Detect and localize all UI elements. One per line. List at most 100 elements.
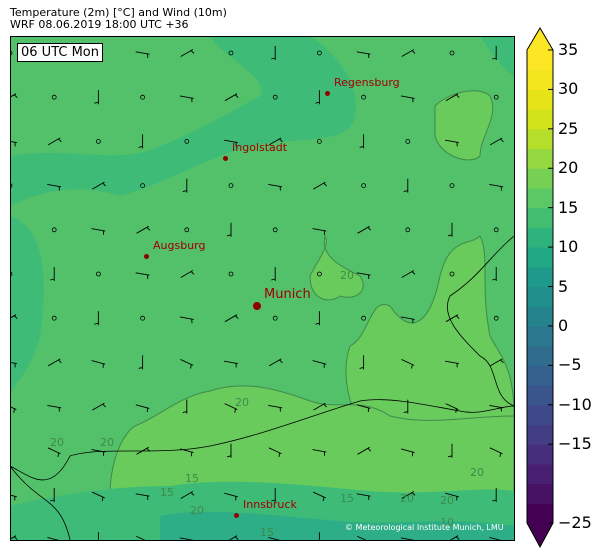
colorbar-band <box>527 247 553 268</box>
warm-region-munich-east <box>309 234 364 301</box>
wind-barb <box>92 402 106 411</box>
copyright: © Meteorological Institute Munich, LMU <box>345 523 504 532</box>
calm-wind-marker <box>449 183 455 189</box>
contour-label: 20 <box>400 492 414 505</box>
wind-barb <box>179 95 194 103</box>
wind-barb <box>91 449 106 456</box>
wind-barb <box>445 93 460 102</box>
border-line <box>10 235 514 540</box>
calm-wind-marker <box>405 139 411 144</box>
wind-barb <box>224 403 238 413</box>
wind-barb <box>94 90 99 105</box>
calm-wind-marker <box>361 94 367 100</box>
calm-wind-marker <box>96 271 101 277</box>
wind-barb <box>445 314 460 323</box>
wind-barb <box>313 181 327 190</box>
wind-barb <box>226 222 232 237</box>
wind-barb <box>356 51 371 59</box>
wind-barb <box>312 228 327 235</box>
colorbar-band <box>527 109 553 130</box>
wind-barb <box>226 443 232 458</box>
wind-barb <box>492 488 497 502</box>
wind-barb <box>271 267 276 281</box>
calm-wind-marker <box>449 271 455 277</box>
wind-barb <box>135 51 150 59</box>
city-marker-innsbruck <box>234 513 239 518</box>
colorbar-band <box>527 345 553 366</box>
colorbar-tick-label: −5 <box>558 355 582 375</box>
colorbar-tick-label: −25 <box>558 513 592 532</box>
wind-barb <box>180 491 195 499</box>
contour-label: 20 <box>470 466 484 479</box>
wind-barb <box>47 358 62 367</box>
contour-label: 20 <box>190 504 204 517</box>
wind-barb <box>489 447 503 458</box>
cool-region-ne <box>480 36 514 76</box>
wind-barb <box>315 90 320 105</box>
calm-wind-marker <box>184 227 190 233</box>
city-label-regensburg: Regensburg <box>334 76 400 89</box>
warm-region-east <box>434 90 494 161</box>
wind-barb <box>489 536 504 540</box>
colorbar-extend-min <box>527 523 553 547</box>
wind-barb <box>268 183 283 191</box>
wind-barb <box>400 316 415 324</box>
contour-label: 10 <box>440 516 454 529</box>
wind-barb <box>10 314 18 323</box>
alpine-cold <box>160 511 514 540</box>
city-label-munich: Munich <box>264 287 311 302</box>
colorbar-band <box>527 444 553 465</box>
wind-barb <box>179 537 194 540</box>
calm-wind-marker <box>10 271 13 277</box>
calm-wind-marker <box>140 94 146 100</box>
city-label-innsbruck: Innsbruck <box>243 498 297 511</box>
wind-barb <box>10 492 17 501</box>
wind-barb <box>445 403 459 413</box>
wind-barb <box>447 222 453 237</box>
city-label-ingolstadt: Ingolstadt <box>232 141 288 154</box>
wind-barb <box>268 358 283 367</box>
colorbar-band <box>527 483 553 504</box>
chart-title: Temperature (2m) [°C] and Wind (10m) <box>10 6 227 19</box>
wind-barb <box>312 449 327 456</box>
wind-barb <box>401 491 416 499</box>
calm-wind-marker <box>184 139 190 144</box>
cool-region <box>10 36 356 206</box>
colorbar-band <box>527 286 553 307</box>
wind-barb <box>182 178 188 193</box>
chart-subtitle: WRF 08.06.2019 18:00 UTC +36 <box>10 18 189 31</box>
wind-barb <box>92 181 106 190</box>
wind-barb <box>492 46 497 60</box>
wind-barb <box>357 225 372 234</box>
wind-barb <box>47 137 62 146</box>
contour-labels: 20 20 15 20 20 15 20 15 20 10 20 20 15 <box>50 269 484 539</box>
colorbar-band <box>527 306 553 327</box>
wind-barb <box>224 139 238 147</box>
wind-barb <box>445 139 459 147</box>
colorbar-tick-label: 0 <box>558 315 569 335</box>
calm-wind-marker <box>449 50 455 56</box>
wind-barb <box>47 536 62 540</box>
wind-barb <box>400 537 415 540</box>
contour-label: 15 <box>185 472 199 485</box>
wind-barb <box>356 272 371 280</box>
calm-wind-marker <box>316 271 322 277</box>
calm-wind-marker <box>361 315 367 321</box>
wind-barb <box>445 535 460 540</box>
city-marker-regensburg <box>325 91 330 96</box>
wind-barb <box>47 183 62 191</box>
wind-barb <box>224 535 239 540</box>
colorbar-extend-max <box>527 28 553 50</box>
calm-wind-marker <box>51 227 57 233</box>
calm-wind-marker <box>361 183 367 189</box>
wind-barb <box>489 137 504 146</box>
wind-barb <box>136 225 151 234</box>
contour-label: 15 <box>260 526 274 539</box>
wind-barb <box>401 359 415 369</box>
wind-barb <box>47 404 62 412</box>
calm-wind-marker <box>140 315 146 321</box>
wind-barb <box>312 491 326 502</box>
city-marker-munich <box>253 302 261 310</box>
colorbar-band <box>527 227 553 248</box>
wind-barb <box>224 492 238 501</box>
